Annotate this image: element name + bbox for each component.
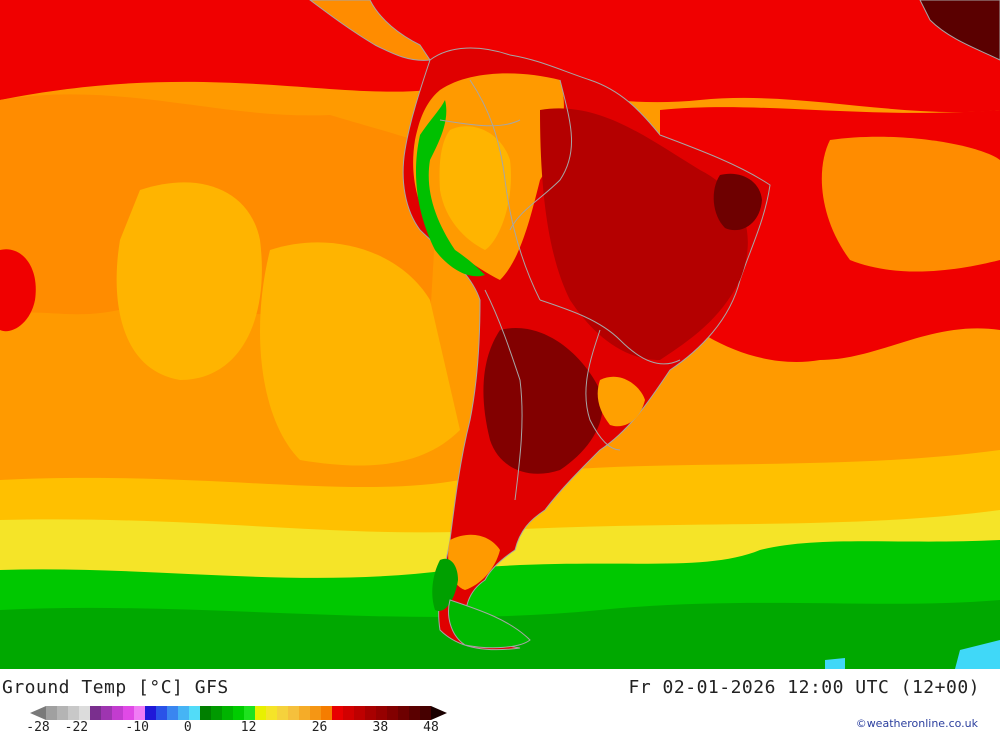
scale-segment <box>420 706 431 720</box>
scale-segment <box>387 706 398 720</box>
scale-segment <box>189 706 200 720</box>
patagonia-cold <box>432 558 458 611</box>
scale-segment <box>343 706 354 720</box>
scale-min-arrow <box>30 706 46 720</box>
scale-segment <box>277 706 288 720</box>
northeast-brazil-extreme <box>713 173 762 231</box>
scale-tick-label: 48 <box>423 720 439 735</box>
scale-segment <box>244 706 255 720</box>
temperature-map <box>0 0 1000 669</box>
ice-patch-east <box>955 640 1000 669</box>
scale-tick-label: 38 <box>372 720 389 735</box>
map-canvas <box>0 0 1000 669</box>
brazil-hot-core <box>540 108 748 361</box>
scale-tick-label: -28 <box>26 720 50 735</box>
map-footer: Ground Temp [°C] GFS Fr 02-01-2026 12:00… <box>0 669 1000 735</box>
scale-segment <box>376 706 387 720</box>
forecast-time: Fr 02-01-2026 12:00 UTC (12+00) <box>628 677 980 698</box>
west-hot-patch <box>0 249 36 332</box>
south-brazil-warm-spot <box>597 376 645 427</box>
scale-segment <box>354 706 365 720</box>
scale-tick-label: 26 <box>311 720 328 735</box>
scale-tick-label: 0 <box>183 720 192 735</box>
scale-segment <box>46 706 57 720</box>
scale-tick-label: 12 <box>240 720 257 735</box>
scale-ticks: -28 -22 -10 0 12 26 38 48 <box>0 720 520 735</box>
tierra-del-fuego <box>448 599 531 649</box>
scale-segment <box>255 706 266 720</box>
scale-segment <box>299 706 310 720</box>
central-america-land <box>309 0 431 61</box>
pacific-mild-patch <box>116 182 262 380</box>
scale-segment <box>101 706 112 720</box>
map-title: Ground Temp [°C] GFS <box>2 677 229 698</box>
scale-segment <box>222 706 233 720</box>
scale-segment <box>145 706 156 720</box>
scale-segment <box>398 706 409 720</box>
color-scale <box>30 705 447 721</box>
scale-segment <box>409 706 420 720</box>
scale-segment <box>68 706 79 720</box>
scale-segment <box>365 706 376 720</box>
scale-segment <box>112 706 123 720</box>
scale-segment <box>156 706 167 720</box>
scale-segment <box>310 706 321 720</box>
scale-segment <box>266 706 277 720</box>
scale-segment <box>123 706 134 720</box>
country-borders <box>439 79 681 501</box>
atlantic-warm-patch <box>821 136 1000 272</box>
scale-segments <box>46 706 431 720</box>
scale-segment <box>178 706 189 720</box>
pacific-mild-patch-2 <box>260 242 460 466</box>
credit-link[interactable]: ©weatheronline.co.uk <box>855 717 978 730</box>
scale-segment <box>200 706 211 720</box>
scale-tick-label: -10 <box>125 720 149 735</box>
scale-segment <box>332 706 343 720</box>
gran-chaco-hot-core <box>483 328 603 474</box>
scale-segment <box>211 706 222 720</box>
scale-segment <box>90 706 101 720</box>
scale-segment <box>321 706 332 720</box>
scale-tick-label: -22 <box>64 720 89 735</box>
scale-segment <box>57 706 68 720</box>
andes-mild-zone <box>439 126 511 250</box>
scale-segment <box>233 706 244 720</box>
scale-segment <box>134 706 145 720</box>
scale-max-arrow <box>431 706 447 720</box>
andes-cold-strip <box>415 100 485 277</box>
ice-patch-mid <box>825 658 845 669</box>
scale-segment <box>167 706 178 720</box>
patagonia-warm <box>448 534 500 590</box>
scale-segment <box>79 706 90 720</box>
scale-segment <box>288 706 299 720</box>
